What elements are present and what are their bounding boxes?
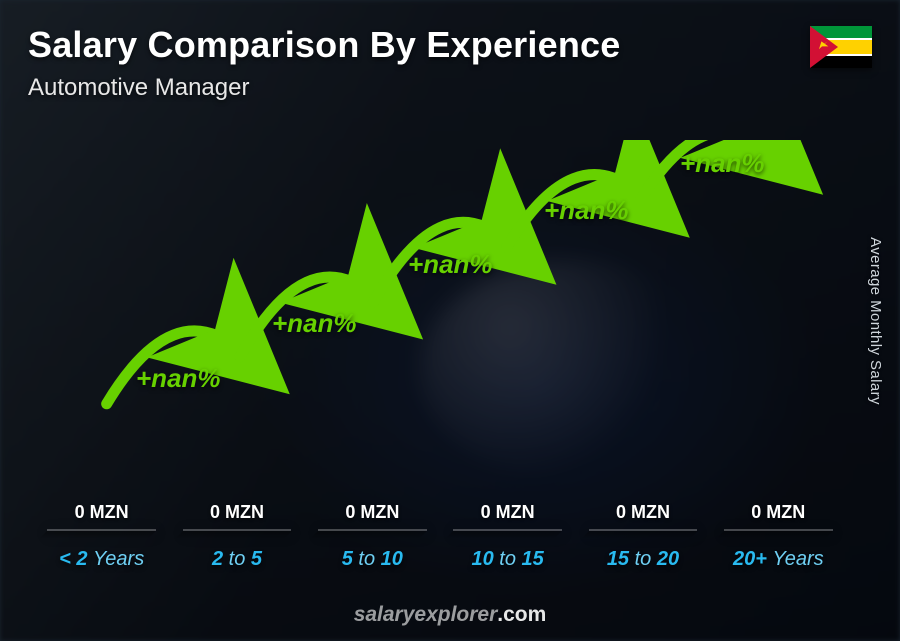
x-axis-label: < 2 Years bbox=[40, 548, 163, 571]
bar-value-label: 0 MZN bbox=[75, 502, 129, 523]
bar-value-label: 0 MZN bbox=[481, 502, 535, 523]
bar-column: 0 MZN bbox=[446, 502, 569, 531]
bar bbox=[318, 529, 427, 531]
footer-brand: salaryexplorer.com bbox=[0, 603, 900, 627]
bar-column: 0 MZN bbox=[717, 502, 840, 531]
header: Salary Comparison By Experience Automoti… bbox=[28, 24, 872, 102]
bar bbox=[183, 529, 292, 531]
bar-value-label: 0 MZN bbox=[751, 502, 805, 523]
bar bbox=[47, 529, 156, 531]
x-axis-label: 10 to 15 bbox=[446, 548, 569, 571]
salary-chart: 0 MZN 0 MZN 0 MZN 0 MZN 0 MZN 0 MZN < 2 Years… bbox=[40, 140, 840, 571]
page-title: Salary Comparison By Experience bbox=[28, 24, 872, 66]
bar-value-label: 0 MZN bbox=[616, 502, 670, 523]
page-subtitle: Automotive Manager bbox=[28, 74, 872, 102]
bar-value-label: 0 MZN bbox=[210, 502, 264, 523]
bar-column: 0 MZN bbox=[40, 502, 163, 531]
x-axis-label: 2 to 5 bbox=[175, 548, 298, 571]
x-axis-labels: < 2 Years 2 to 5 5 to 10 10 to 15 15 to 20 20… bbox=[40, 548, 840, 571]
bar-value-label: 0 MZN bbox=[345, 502, 399, 523]
brand-tld: .com bbox=[497, 603, 546, 626]
chart-bars: 0 MZN 0 MZN 0 MZN 0 MZN 0 MZN 0 MZN bbox=[40, 140, 840, 531]
mozambique-flag-icon bbox=[810, 26, 872, 68]
x-axis-label: 15 to 20 bbox=[581, 548, 704, 571]
brand-name: salaryexplorer bbox=[354, 603, 498, 626]
bar bbox=[453, 529, 562, 531]
y-axis-label: Average Monthly Salary bbox=[867, 237, 884, 405]
x-axis-label: 20+ Years bbox=[717, 548, 840, 571]
bar bbox=[589, 529, 698, 531]
bar bbox=[724, 529, 833, 531]
bar-column: 0 MZN bbox=[581, 502, 704, 531]
x-axis-label: 5 to 10 bbox=[311, 548, 434, 571]
bar-column: 0 MZN bbox=[311, 502, 434, 531]
bar-column: 0 MZN bbox=[175, 502, 298, 531]
